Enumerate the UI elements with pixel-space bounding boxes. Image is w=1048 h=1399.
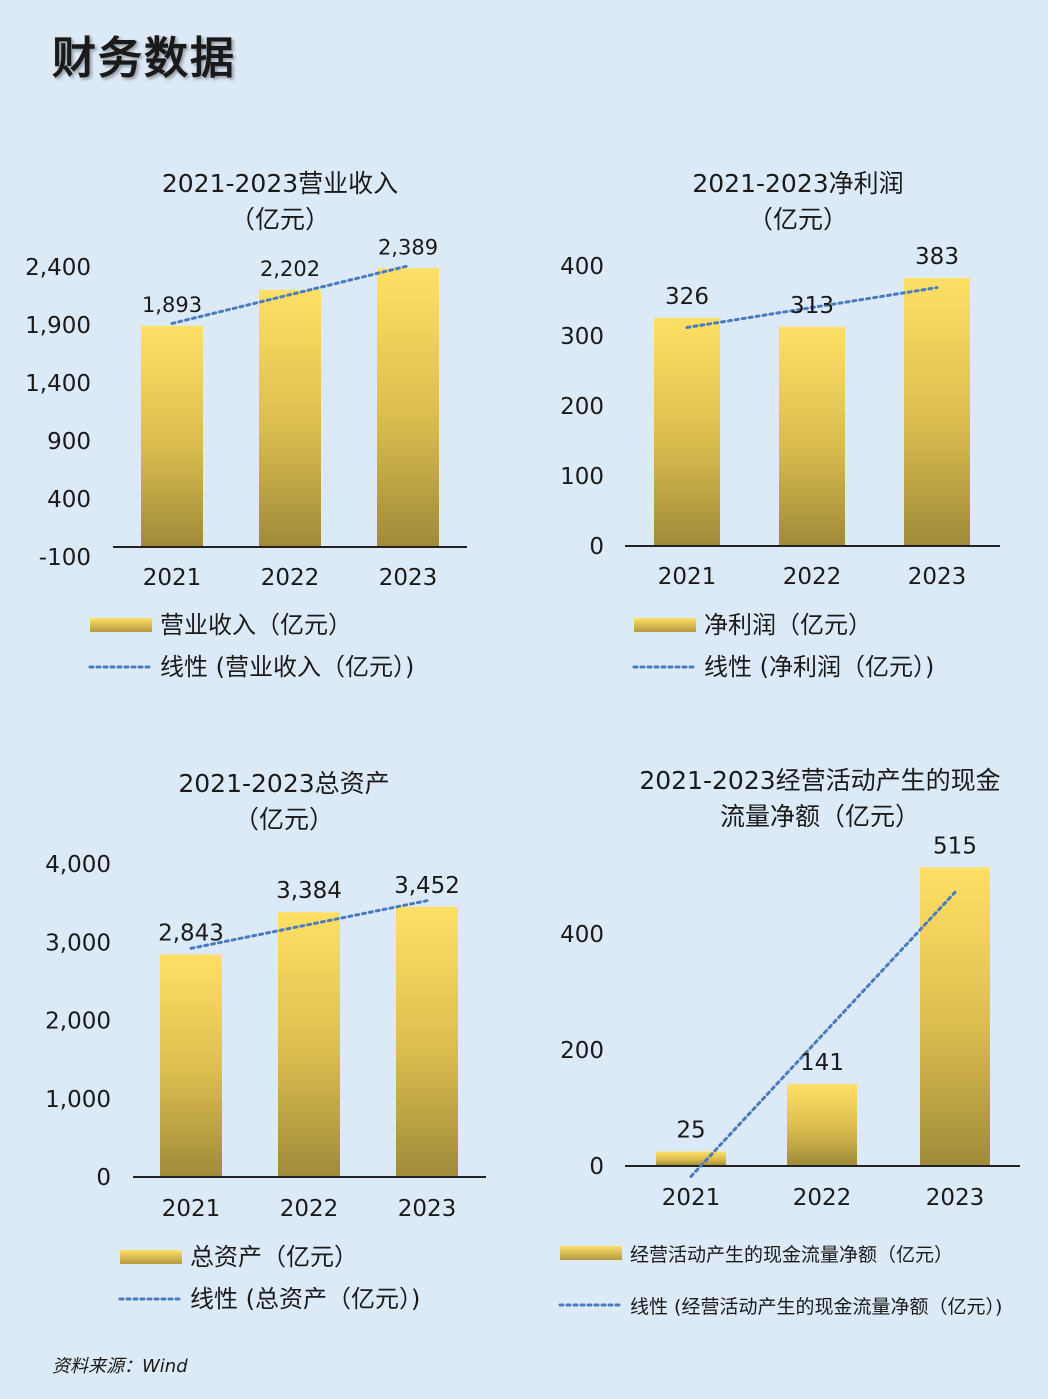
chart-4-xtick-label: 2023: [926, 1185, 985, 1211]
chart-1-ytick-label: -100: [39, 545, 91, 571]
page-title: 财务数据: [52, 33, 236, 84]
chart-1-ytick-label: 900: [47, 429, 91, 455]
chart-4-title-line-2: 流量净额（亿元）: [720, 802, 920, 831]
chart-2-data-label: 383: [915, 244, 959, 270]
chart-1-xtick-label: 2023: [379, 565, 438, 591]
chart-1-data-label: 2,389: [378, 235, 438, 259]
chart-3-ytick-label: 4,000: [45, 852, 111, 878]
chart-3-data-label: 2,843: [158, 921, 224, 947]
chart-4-trendline: [689, 890, 957, 1178]
chart-2-bar: [654, 317, 720, 546]
chart-3-title-line-2: （亿元）: [234, 805, 334, 834]
chart-4-data-label: 515: [933, 833, 977, 859]
chart-3-bar: [396, 906, 458, 1177]
chart-1-title-line-2: （亿元）: [230, 205, 330, 234]
chart-2-trendline: [685, 286, 939, 329]
chart-4-title-line-1: 2021-2023经营活动产生的现金: [639, 766, 1000, 795]
chart-2-xtick-label: 2023: [908, 564, 967, 590]
chart-1-xtick-label: 2021: [143, 565, 202, 591]
chart-1-bar: [377, 268, 439, 547]
chart-1-data-label: 1,893: [142, 293, 202, 317]
chart-3-ytick-label: 1,000: [45, 1087, 111, 1113]
chart-2-legend-trend-label: 线性 (净利润（亿元）): [704, 653, 934, 681]
chart-4-legend-bar-swatch: [560, 1246, 622, 1260]
chart-2-ytick-label: 200: [560, 394, 604, 420]
chart-1-bar: [141, 325, 203, 547]
chart-1-xtick-label: 2022: [261, 565, 320, 591]
chart-2-ytick-label: 0: [589, 534, 604, 560]
chart-4-bar: [920, 867, 990, 1166]
chart-1-legend-bar-swatch: [90, 618, 152, 632]
chart-4-data-label: 141: [800, 1050, 844, 1076]
chart-2-legend-bar-label: 净利润（亿元）: [704, 611, 872, 639]
chart-4-bar: [656, 1151, 726, 1166]
chart-3-ytick-label: 3,000: [45, 930, 111, 956]
chart-3-xtick-label: 2021: [162, 1196, 221, 1222]
chart-3-title-line-1: 2021-2023总资产: [178, 769, 389, 798]
chart-1-trendline: [170, 264, 410, 325]
chart-3-legend-bar-swatch: [120, 1250, 182, 1264]
chart-2-bar: [904, 277, 970, 546]
chart-4-ytick-label: 0: [589, 1154, 604, 1180]
chart-1-data-label: 2,202: [260, 257, 320, 281]
chart-3-xtick-label: 2023: [398, 1196, 457, 1222]
chart-4-ytick-label: 200: [560, 1038, 604, 1064]
chart-4-legend-bar-label: 经营活动产生的现金流量净额（亿元）: [630, 1244, 953, 1266]
chart-4-bar: [787, 1084, 857, 1166]
chart-1-ytick-label: 400: [47, 487, 91, 513]
chart-3-legend-trend-label: 线性 (总资产（亿元）): [190, 1285, 420, 1313]
chart-1-ytick-label: 1,400: [25, 371, 91, 397]
chart-4-xtick-label: 2021: [662, 1185, 721, 1211]
chart-2-title-line-1: 2021-2023净利润: [692, 169, 903, 198]
chart-2-data-label: 313: [790, 293, 834, 319]
chart-4-legend-trend-label: 线性 (经营活动产生的现金流量净额（亿元）): [630, 1296, 1002, 1318]
chart-3-data-label: 3,452: [394, 873, 460, 899]
chart-2-ytick-label: 300: [560, 324, 604, 350]
chart-3-xtick-label: 2022: [280, 1196, 339, 1222]
chart-4-xtick-label: 2022: [793, 1185, 852, 1211]
chart-1-legend-trend-label: 线性 (营业收入（亿元）): [160, 653, 414, 681]
chart-2-data-label: 326: [665, 284, 709, 310]
chart-3-bar: [160, 954, 222, 1177]
chart-1-legend-bar-label: 营业收入（亿元）: [160, 611, 352, 639]
chart-1-ytick-label: 2,400: [25, 255, 91, 281]
chart-2-legend-bar-swatch: [634, 618, 696, 632]
chart-3-trendline: [189, 899, 429, 950]
chart-3-bar: [278, 912, 340, 1177]
chart-3-data-label: 3,384: [276, 878, 342, 904]
chart-2-ytick-label: 400: [560, 254, 604, 280]
chart-4-data-label: 25: [676, 1118, 705, 1144]
chart-2-ytick-label: 100: [560, 464, 604, 490]
chart-2-xtick-label: 2022: [783, 564, 842, 590]
chart-2-xtick-label: 2021: [658, 564, 717, 590]
chart-3-ytick-label: 2,000: [45, 1009, 111, 1035]
chart-2-title-line-2: （亿元）: [748, 205, 848, 234]
chart-1-title-line-1: 2021-2023营业收入: [162, 169, 398, 198]
chart-2-bar: [779, 326, 845, 546]
chart-4-ytick-label: 400: [560, 922, 604, 948]
chart-1-bar: [259, 289, 321, 547]
chart-3-ytick-label: 0: [96, 1165, 111, 1191]
chart-3-legend-bar-label: 总资产（亿元）: [190, 1243, 358, 1271]
source-note: 资料来源：Wind: [52, 1356, 188, 1377]
chart-1-ytick-label: 1,900: [25, 313, 91, 339]
